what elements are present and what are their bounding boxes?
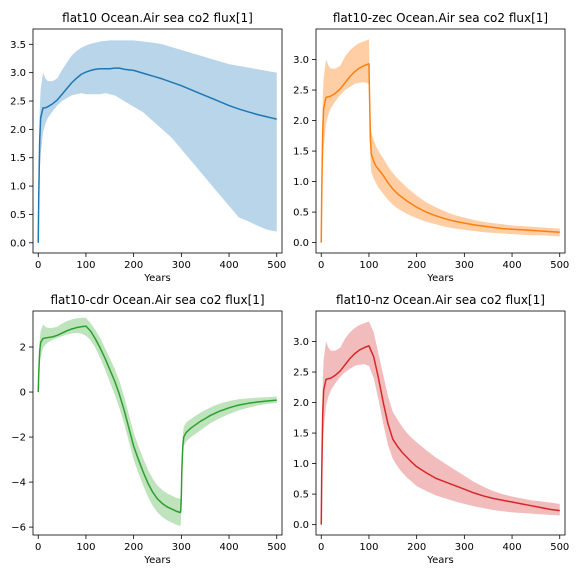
subplot-flat10: 0 100 200 300 400 500 0.0 0.5 1.0 1.5 2.0 2.5 3.0 3.5… bbox=[10, 11, 286, 284]
y-tick-label: 0.0 bbox=[293, 520, 309, 531]
x-axis-label: Years bbox=[426, 273, 453, 284]
series-line bbox=[320, 345, 560, 525]
x-tick-label: 200 bbox=[407, 260, 426, 271]
x-tick-label: 0 bbox=[35, 542, 41, 553]
axes-frame bbox=[315, 310, 566, 536]
x-tick-label: 100 bbox=[76, 260, 95, 271]
subplot-title: flat10-cdr Ocean.Air sea co2 flux[1] bbox=[50, 293, 264, 307]
uncertainty-band bbox=[38, 40, 277, 243]
x-tick-label: 100 bbox=[76, 542, 95, 553]
x-tick-label: 400 bbox=[220, 542, 239, 553]
subplot-title: flat10-nz Ocean.Air sea co2 flux[1] bbox=[336, 293, 545, 307]
subplot-flat10-nz: 0 100 200 300 400 500 0.0 0.5 1.0 1.5 2.0 2.5 3.0 fla… bbox=[293, 293, 569, 566]
y-tick-label: −4 bbox=[11, 478, 26, 489]
x-tick-label: 500 bbox=[267, 260, 286, 271]
axes-frame bbox=[32, 28, 283, 254]
y-tick-label: 1.0 bbox=[293, 177, 309, 188]
subplot-title: flat10-zec Ocean.Air sea co2 flux[1] bbox=[333, 11, 548, 25]
y-tick-label: 0.5 bbox=[10, 210, 26, 221]
x-tick-label: 300 bbox=[455, 260, 474, 271]
y-tick-label: 1.5 bbox=[10, 153, 26, 164]
x-tick-label: 400 bbox=[220, 260, 239, 271]
x-tick-label: 200 bbox=[407, 542, 426, 553]
y-tick-label: 0.5 bbox=[293, 208, 309, 219]
y-tick-label: 1.0 bbox=[293, 459, 309, 470]
x-tick-label: 0 bbox=[35, 260, 41, 271]
series-line bbox=[37, 325, 277, 514]
x-tick-label: 300 bbox=[172, 260, 191, 271]
y-tick-label: 2.0 bbox=[10, 125, 26, 136]
x-tick-label: 400 bbox=[503, 542, 522, 553]
series-line bbox=[37, 67, 277, 243]
y-tick-label: 2 bbox=[20, 343, 26, 354]
uncertainty-band bbox=[38, 317, 277, 526]
x-axis-label: Years bbox=[143, 555, 170, 566]
x-tick-label: 500 bbox=[267, 542, 286, 553]
y-tick-label: 3.0 bbox=[10, 68, 26, 79]
x-tick-label: 400 bbox=[503, 260, 522, 271]
y-tick-label: 0 bbox=[20, 388, 26, 399]
x-tick-label: 200 bbox=[124, 542, 143, 553]
y-tick-label: −2 bbox=[11, 433, 26, 444]
y-tick-label: −6 bbox=[11, 523, 26, 534]
x-axis-label: Years bbox=[426, 555, 453, 566]
uncertainty-band bbox=[321, 39, 560, 243]
y-tick-label: 2.5 bbox=[293, 86, 309, 97]
y-tick-label: 2.5 bbox=[293, 368, 309, 379]
y-tick-label: 0.5 bbox=[293, 490, 309, 501]
y-tick-label: 1.0 bbox=[10, 182, 26, 193]
subplot-flat10-zec: 0 100 200 300 400 500 0.0 0.5 1.0 1.5 2.0 2.5 3.0 fla… bbox=[293, 11, 569, 284]
y-tick-label: 2.5 bbox=[10, 97, 26, 108]
y-tick-label: 2.0 bbox=[293, 116, 309, 127]
subplot-title: flat10 Ocean.Air sea co2 flux[1] bbox=[62, 11, 253, 25]
x-tick-label: 0 bbox=[318, 260, 324, 271]
x-tick-label: 100 bbox=[359, 542, 378, 553]
series-line bbox=[320, 63, 560, 243]
x-tick-label: 100 bbox=[359, 260, 378, 271]
axes-frame bbox=[32, 310, 283, 536]
axes-frame bbox=[315, 28, 566, 254]
y-tick-label: 3.0 bbox=[293, 337, 309, 348]
x-tick-label: 500 bbox=[550, 542, 569, 553]
x-tick-label: 0 bbox=[318, 542, 324, 553]
y-tick-label: 3.5 bbox=[10, 40, 26, 51]
uncertainty-band bbox=[321, 321, 560, 525]
x-tick-label: 300 bbox=[172, 542, 191, 553]
y-tick-label: 0.0 bbox=[10, 238, 26, 249]
y-tick-label: 0.0 bbox=[293, 238, 309, 249]
y-tick-label: 2.0 bbox=[293, 398, 309, 409]
subplot-flat10-cdr: 0 100 200 300 400 500 −6 −4 −2 0 2 flat10-cdr Ocean… bbox=[11, 293, 286, 566]
x-tick-label: 300 bbox=[455, 542, 474, 553]
x-tick-label: 500 bbox=[550, 260, 569, 271]
x-tick-label: 200 bbox=[124, 260, 143, 271]
y-tick-label: 1.5 bbox=[293, 429, 309, 440]
x-axis-label: Years bbox=[143, 273, 170, 284]
y-tick-label: 1.5 bbox=[293, 147, 309, 158]
y-tick-label: 3.0 bbox=[293, 55, 309, 66]
